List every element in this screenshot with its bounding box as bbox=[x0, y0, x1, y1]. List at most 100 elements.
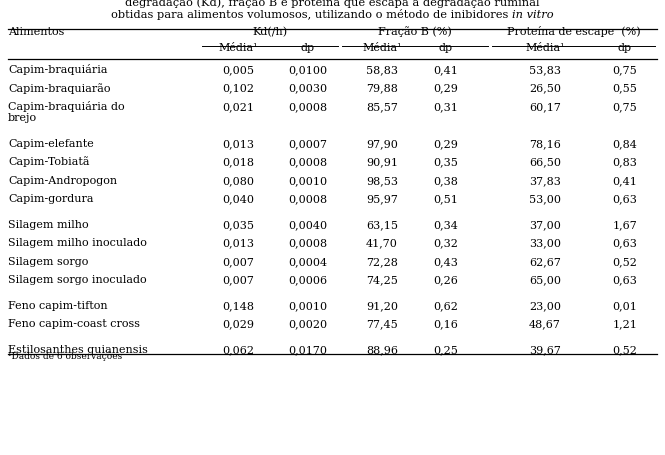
Text: Alimentos: Alimentos bbox=[8, 27, 65, 37]
Text: 0,35: 0,35 bbox=[434, 157, 458, 167]
Text: Silagem milho inoculado: Silagem milho inoculado bbox=[8, 238, 147, 248]
Text: 62,67: 62,67 bbox=[529, 257, 561, 267]
Text: 72,28: 72,28 bbox=[366, 257, 398, 267]
Text: Silagem milho: Silagem milho bbox=[8, 220, 88, 230]
Text: 0,0040: 0,0040 bbox=[289, 220, 328, 230]
Text: 0,29: 0,29 bbox=[434, 139, 458, 149]
Text: 1,67: 1,67 bbox=[612, 220, 637, 230]
Text: 0,0004: 0,0004 bbox=[289, 257, 328, 267]
Text: 0,0170: 0,0170 bbox=[289, 345, 327, 355]
Text: 79,88: 79,88 bbox=[366, 84, 398, 94]
Text: Fração B (%): Fração B (%) bbox=[378, 26, 452, 37]
Text: 0,31: 0,31 bbox=[434, 102, 458, 112]
Text: 0,0008: 0,0008 bbox=[289, 238, 328, 248]
Text: 60,17: 60,17 bbox=[529, 102, 561, 112]
Text: 0,29: 0,29 bbox=[434, 84, 458, 94]
Text: 0,0020: 0,0020 bbox=[289, 319, 328, 329]
Text: 0,0100: 0,0100 bbox=[289, 65, 328, 75]
Text: 0,63: 0,63 bbox=[612, 238, 638, 248]
Text: Média¹: Média¹ bbox=[525, 43, 565, 53]
Text: 0,0010: 0,0010 bbox=[289, 176, 328, 186]
Text: 65,00: 65,00 bbox=[529, 275, 561, 285]
Text: Kd(/h): Kd(/h) bbox=[253, 27, 287, 37]
Text: 0,25: 0,25 bbox=[434, 345, 458, 355]
Text: 53,00: 53,00 bbox=[529, 194, 561, 204]
Text: 37,00: 37,00 bbox=[529, 220, 561, 230]
Text: Feno capim-coast cross: Feno capim-coast cross bbox=[8, 319, 140, 329]
Text: obtidas para alimentos volumosos, utilizando o método de inibidores: obtidas para alimentos volumosos, utiliz… bbox=[110, 9, 511, 20]
Text: 85,57: 85,57 bbox=[366, 102, 398, 112]
Text: Média¹: Média¹ bbox=[362, 43, 402, 53]
Text: 0,16: 0,16 bbox=[434, 319, 458, 329]
Text: 0,040: 0,040 bbox=[222, 194, 254, 204]
Text: 0,0007: 0,0007 bbox=[289, 139, 327, 149]
Text: 95,97: 95,97 bbox=[366, 194, 398, 204]
Text: 53,83: 53,83 bbox=[529, 65, 561, 75]
Text: 98,53: 98,53 bbox=[366, 176, 398, 186]
Text: 0,38: 0,38 bbox=[434, 176, 458, 186]
Text: 0,080: 0,080 bbox=[222, 176, 254, 186]
Text: 97,90: 97,90 bbox=[366, 139, 398, 149]
Text: 26,50: 26,50 bbox=[529, 84, 561, 94]
Text: 77,45: 77,45 bbox=[366, 319, 398, 329]
Text: 0,63: 0,63 bbox=[612, 275, 638, 285]
Text: Capim-gordura: Capim-gordura bbox=[8, 194, 94, 204]
Text: Capim-braquiária do: Capim-braquiária do bbox=[8, 101, 124, 112]
Text: 0,035: 0,035 bbox=[222, 220, 254, 230]
Text: Média¹: Média¹ bbox=[218, 43, 258, 53]
Text: 0,013: 0,013 bbox=[222, 139, 254, 149]
Text: 66,50: 66,50 bbox=[529, 157, 561, 167]
Text: 0,102: 0,102 bbox=[222, 84, 254, 94]
Text: 0,26: 0,26 bbox=[434, 275, 458, 285]
Text: 0,32: 0,32 bbox=[434, 238, 458, 248]
Text: dp: dp bbox=[618, 43, 632, 53]
Text: brejo: brejo bbox=[8, 113, 37, 123]
Text: 0,0008: 0,0008 bbox=[289, 157, 328, 167]
Text: 0,75: 0,75 bbox=[612, 65, 637, 75]
Text: 0,018: 0,018 bbox=[222, 157, 254, 167]
Text: 0,63: 0,63 bbox=[612, 194, 638, 204]
Text: 74,25: 74,25 bbox=[366, 275, 398, 285]
Text: 37,83: 37,83 bbox=[529, 176, 561, 186]
Text: Capim-Tobiatã: Capim-Tobiatã bbox=[8, 157, 90, 167]
Text: 88,96: 88,96 bbox=[366, 345, 398, 355]
Text: 0,01: 0,01 bbox=[612, 301, 638, 311]
Text: Feno capim-tifton: Feno capim-tifton bbox=[8, 301, 108, 311]
Text: 0,005: 0,005 bbox=[222, 65, 254, 75]
Text: 0,51: 0,51 bbox=[434, 194, 458, 204]
Text: 0,0008: 0,0008 bbox=[289, 194, 328, 204]
Text: 0,007: 0,007 bbox=[222, 257, 254, 267]
Text: 0,148: 0,148 bbox=[222, 301, 254, 311]
Text: 0,021: 0,021 bbox=[222, 102, 254, 112]
Text: 0,0006: 0,0006 bbox=[289, 275, 328, 285]
Text: in vitro: in vitro bbox=[511, 10, 553, 20]
Text: 0,0008: 0,0008 bbox=[289, 102, 328, 112]
Text: 0,062: 0,062 bbox=[222, 345, 254, 355]
Text: ¹Dados de 6 observações: ¹Dados de 6 observações bbox=[8, 351, 122, 361]
Text: 0,34: 0,34 bbox=[434, 220, 458, 230]
Text: Capim-braquiária: Capim-braquiária bbox=[8, 64, 108, 75]
Text: dp: dp bbox=[301, 43, 315, 53]
Text: 39,67: 39,67 bbox=[529, 345, 561, 355]
Text: dp: dp bbox=[439, 43, 453, 53]
Text: 78,16: 78,16 bbox=[529, 139, 561, 149]
Text: Silagem sorgo inoculado: Silagem sorgo inoculado bbox=[8, 275, 146, 285]
Text: 0,83: 0,83 bbox=[612, 157, 638, 167]
Text: 48,67: 48,67 bbox=[529, 319, 561, 329]
Text: Estilosanthes guianensis: Estilosanthes guianensis bbox=[8, 345, 148, 355]
Text: 90,91: 90,91 bbox=[366, 157, 398, 167]
Text: 0,013: 0,013 bbox=[222, 238, 254, 248]
Text: 91,20: 91,20 bbox=[366, 301, 398, 311]
Text: 0,62: 0,62 bbox=[434, 301, 458, 311]
Text: degradação (Kd), fração B e proteína que escapa à degradação ruminal: degradação (Kd), fração B e proteína que… bbox=[125, 0, 539, 8]
Text: Silagem sorgo: Silagem sorgo bbox=[8, 257, 88, 267]
Text: 0,029: 0,029 bbox=[222, 319, 254, 329]
Text: 0,75: 0,75 bbox=[612, 102, 637, 112]
Text: Capim-elefante: Capim-elefante bbox=[8, 139, 94, 149]
Text: 0,41: 0,41 bbox=[612, 176, 638, 186]
Text: 0,55: 0,55 bbox=[612, 84, 638, 94]
Text: 0,52: 0,52 bbox=[612, 345, 638, 355]
Text: Capim-braquiarão: Capim-braquiarão bbox=[8, 83, 110, 94]
Text: 0,0030: 0,0030 bbox=[289, 84, 328, 94]
Text: 0,0010: 0,0010 bbox=[289, 301, 328, 311]
